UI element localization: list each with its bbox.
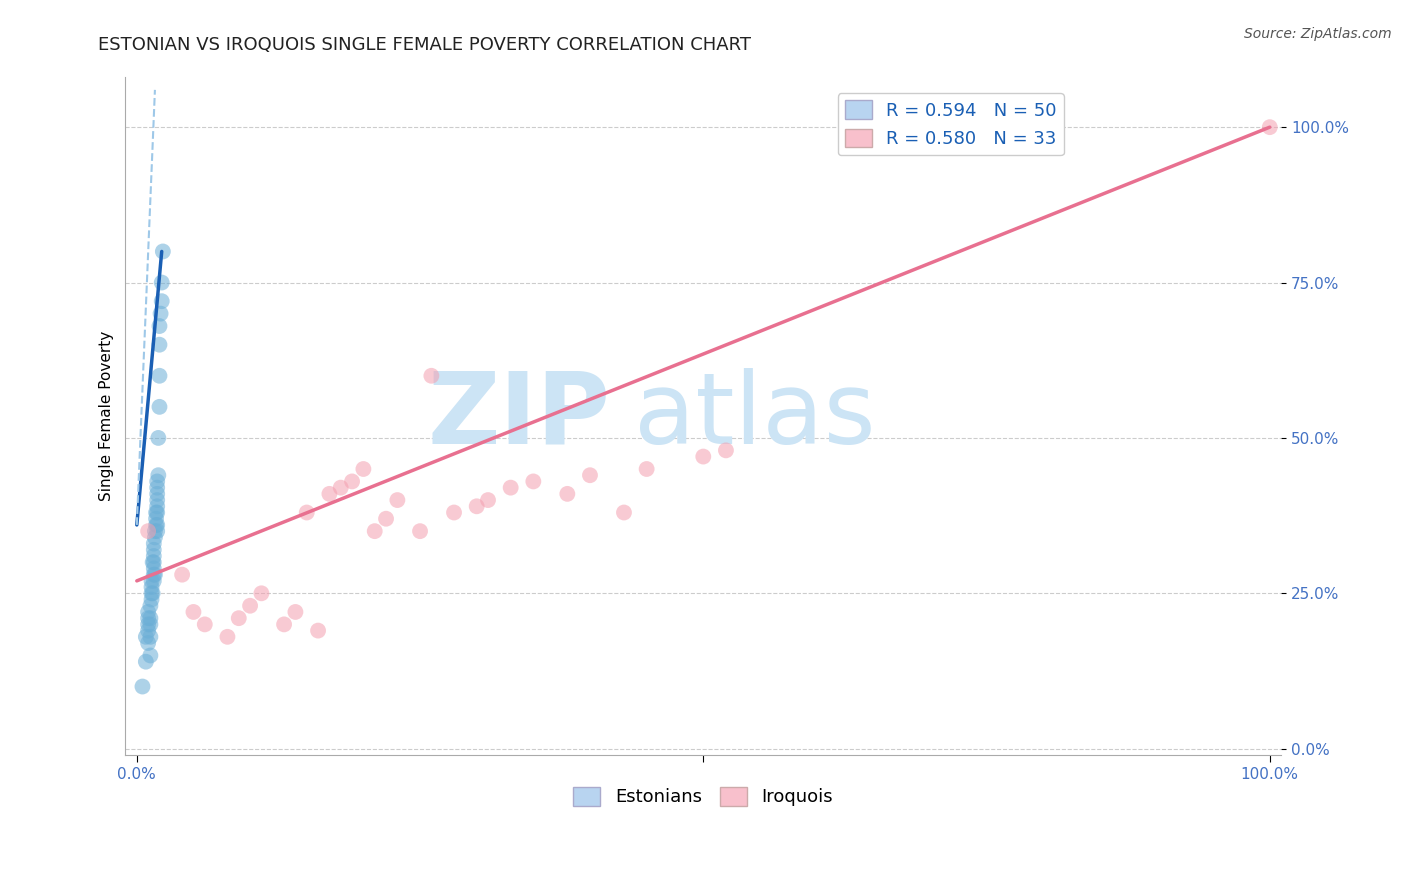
Point: [1258, 120, 1281, 135]
Point: [714, 443, 737, 458]
Point: [194, 617, 217, 632]
Point: [150, 276, 173, 290]
Point: [340, 475, 363, 489]
Point: [443, 506, 465, 520]
Point: [557, 487, 579, 501]
Y-axis label: Single Female Poverty: Single Female Poverty: [100, 331, 114, 501]
Text: ZIP: ZIP: [427, 368, 610, 465]
Point: [131, 680, 153, 694]
Point: [139, 611, 162, 625]
Point: [145, 512, 167, 526]
Point: [136, 624, 159, 638]
Point: [148, 319, 170, 334]
Point: [135, 655, 157, 669]
Point: [142, 586, 165, 600]
Point: [145, 506, 167, 520]
Point: [143, 567, 166, 582]
Point: [239, 599, 262, 613]
Point: [142, 574, 165, 588]
Point: [409, 524, 432, 538]
Point: [143, 524, 166, 538]
Point: [149, 307, 172, 321]
Point: [364, 524, 387, 538]
Point: [522, 475, 544, 489]
Point: [329, 481, 352, 495]
Point: [307, 624, 329, 638]
Point: [387, 493, 409, 508]
Point: [146, 493, 169, 508]
Point: [579, 468, 602, 483]
Point: [142, 549, 165, 563]
Point: [228, 611, 250, 625]
Point: [146, 500, 169, 514]
Point: [150, 294, 173, 309]
Point: [142, 542, 165, 557]
Point: [148, 337, 170, 351]
Point: [143, 530, 166, 544]
Point: [465, 500, 488, 514]
Point: [146, 524, 169, 538]
Point: [141, 574, 163, 588]
Point: [172, 567, 194, 582]
Point: [135, 630, 157, 644]
Point: [142, 536, 165, 550]
Point: [477, 493, 499, 508]
Point: [145, 517, 167, 532]
Point: [636, 462, 658, 476]
Point: [139, 617, 162, 632]
Text: ESTONIAN VS IROQUOIS SINGLE FEMALE POVERTY CORRELATION CHART: ESTONIAN VS IROQUOIS SINGLE FEMALE POVER…: [98, 36, 751, 54]
Point: [499, 481, 522, 495]
Point: [142, 555, 165, 569]
Point: [136, 636, 159, 650]
Point: [295, 506, 318, 520]
Point: [136, 617, 159, 632]
Point: [148, 400, 170, 414]
Point: [284, 605, 307, 619]
Point: [141, 586, 163, 600]
Point: [139, 599, 162, 613]
Point: [420, 368, 443, 383]
Text: atlas: atlas: [634, 368, 876, 465]
Point: [352, 462, 374, 476]
Point: [250, 586, 273, 600]
Point: [375, 512, 398, 526]
Point: [183, 605, 205, 619]
Point: [613, 506, 636, 520]
Point: [136, 524, 159, 538]
Point: [692, 450, 714, 464]
Point: [146, 481, 169, 495]
Point: [142, 567, 165, 582]
Point: [318, 487, 340, 501]
Point: [152, 244, 174, 259]
Point: [136, 611, 159, 625]
Legend: Estonians, Iroquois: Estonians, Iroquois: [567, 780, 841, 814]
Point: [139, 630, 162, 644]
Point: [142, 555, 165, 569]
Point: [217, 630, 239, 644]
Point: [142, 561, 165, 575]
Point: [146, 475, 169, 489]
Point: [148, 368, 170, 383]
Point: [146, 517, 169, 532]
Point: [136, 605, 159, 619]
Point: [146, 487, 169, 501]
Point: [148, 468, 170, 483]
Point: [141, 592, 163, 607]
Text: Source: ZipAtlas.com: Source: ZipAtlas.com: [1244, 27, 1392, 41]
Point: [139, 648, 162, 663]
Point: [273, 617, 295, 632]
Point: [146, 506, 169, 520]
Point: [148, 431, 170, 445]
Point: [141, 580, 163, 594]
